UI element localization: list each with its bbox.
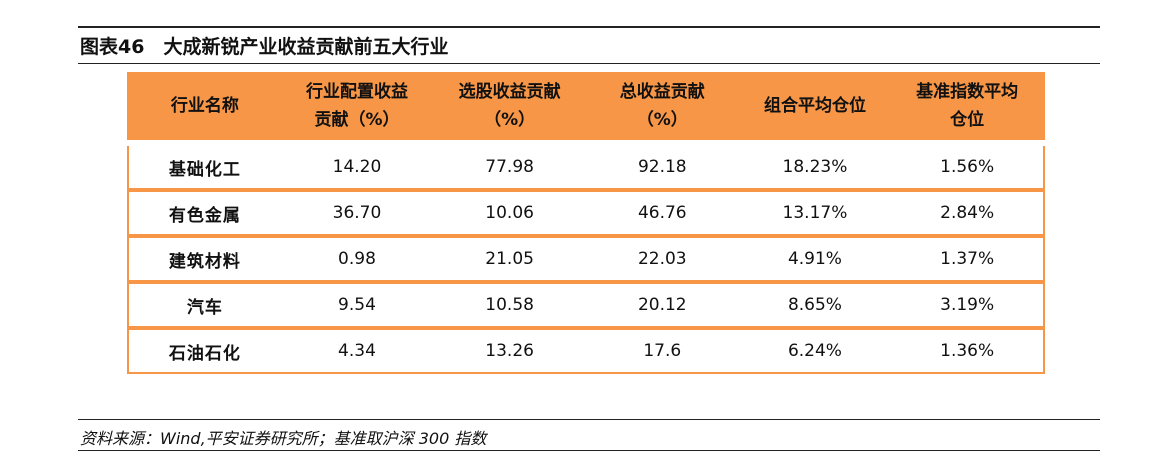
cell: 14.20 (280, 140, 434, 190)
cell: 1.36% (891, 326, 1044, 373)
header-line: （%） (636, 110, 688, 130)
cell: 18.23% (738, 140, 892, 190)
cell: 9.54 (280, 280, 434, 328)
cell: 10.06 (433, 188, 586, 236)
header-line: （%） (484, 110, 536, 130)
cell: 77.98 (433, 140, 586, 190)
table: 行业名称 行业配置收益 贡献（%） 选股收益贡献 （%） 总收益贡献 （%） 组合平均仓位 基准… (127, 72, 1045, 374)
column-header: 选股收益贡献 （%） (433, 72, 586, 143)
rule (78, 450, 1100, 451)
column-header: 总收益贡献 （%） (585, 72, 739, 143)
cell: 17.6 (585, 326, 739, 373)
industry-name: 有色金属 (128, 188, 281, 236)
header-line: 行业配置收益 (305, 82, 408, 102)
rule (78, 63, 1100, 64)
cell: 22.03 (585, 234, 739, 282)
cell: 4.34 (280, 326, 434, 373)
header-line: 仓位 (950, 110, 985, 130)
header-line: 组合平均仓位 (763, 96, 866, 116)
table-row: 石油石化 4.34 13.26 17.6 6.24% 1.36% (128, 326, 1044, 373)
cell: 21.05 (433, 234, 586, 282)
cell: 10.58 (433, 280, 586, 328)
column-header: 行业配置收益 贡献（%） (280, 72, 434, 143)
cell: 4.91% (738, 234, 892, 282)
cell: 46.76 (585, 188, 739, 236)
title: 图表46 大成新锐产业收益贡献前五大行业 (80, 36, 449, 58)
header-line: 选股收益贡献 (458, 82, 561, 102)
industry-name: 石油石化 (128, 326, 281, 373)
header-line: 行业名称 (170, 96, 239, 116)
header-line: 基准指数平均 (916, 82, 1019, 102)
column-header: 基准指数平均 仓位 (891, 72, 1044, 143)
cell: 20.12 (585, 280, 739, 328)
cell: 0.98 (280, 234, 434, 282)
column-header: 行业名称 (128, 72, 281, 143)
industry-name: 汽车 (128, 280, 281, 328)
cell: 2.84% (891, 188, 1044, 236)
table-row: 基础化工 14.20 77.98 92.18 18.23% 1.56% (128, 140, 1044, 190)
cell: 6.24% (738, 326, 892, 373)
rule (78, 26, 1100, 28)
cell: 13.26 (433, 326, 586, 373)
cell: 36.70 (280, 188, 434, 236)
cell: 3.19% (891, 280, 1044, 328)
source-note: 资料来源：Wind,平安证券研究所；基准取沪深 300 指数 (80, 429, 487, 448)
table-row: 有色金属 36.70 10.06 46.76 13.17% 2.84% (128, 188, 1044, 236)
header-line: 总收益贡献 (619, 82, 705, 102)
cell: 1.56% (891, 140, 1044, 190)
cell: 13.17% (738, 188, 892, 236)
table-row: 汽车 9.54 10.58 20.12 8.65% 3.19% (128, 280, 1044, 328)
header-line: 贡献（%） (314, 110, 400, 130)
industry-name: 基础化工 (128, 140, 281, 190)
table-row: 建筑材料 0.98 21.05 22.03 4.91% 1.37% (128, 234, 1044, 282)
rule (78, 419, 1100, 420)
cell: 92.18 (585, 140, 739, 190)
cell: 1.37% (891, 234, 1044, 282)
industry-name: 建筑材料 (128, 234, 281, 282)
cell: 8.65% (738, 280, 892, 328)
column-header: 组合平均仓位 (738, 72, 892, 143)
